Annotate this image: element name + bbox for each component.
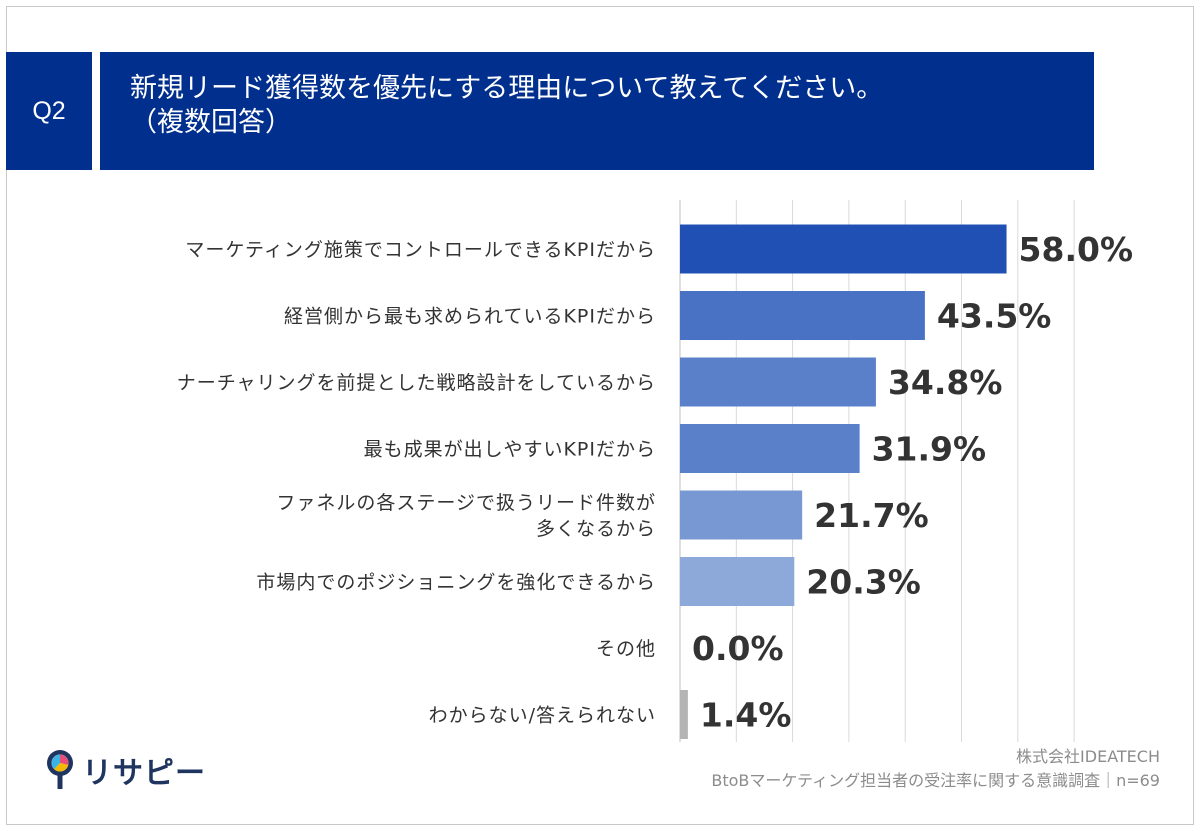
bar	[680, 224, 1007, 274]
bar	[680, 490, 803, 540]
value-label: 58.0%	[1019, 230, 1134, 269]
category-label: マーケティング施策でコントロールできるKPIだから	[185, 239, 656, 261]
footer-company: 株式会社IDEATECH	[1016, 747, 1160, 766]
question-title: 新規リード獲得数を優先にする理由について教えてください。 （複数回答）	[100, 52, 1094, 170]
bar	[680, 357, 876, 407]
value-label: 21.7%	[814, 496, 929, 535]
question-title-line2: （複数回答）	[130, 107, 292, 138]
bar	[680, 291, 925, 340]
value-label: 34.8%	[888, 363, 1003, 402]
value-label: 43.5%	[937, 297, 1052, 336]
category-label: 多くなるから	[536, 518, 656, 540]
bar	[680, 424, 860, 473]
pin-logo-icon	[47, 750, 73, 789]
category-label: 市場内でのポジショニングを強化できるから	[256, 572, 656, 594]
value-label: 0.0%	[692, 629, 784, 668]
question-number: Q2	[32, 96, 66, 125]
value-label: 20.3%	[806, 563, 921, 602]
brand-logo-text: リサピー	[82, 756, 206, 791]
question-title-line1: 新規リード獲得数を優先にする理由について教えてください。	[130, 73, 884, 104]
category-label: 最も成果が出しやすいKPIだから	[364, 439, 656, 461]
value-label: 31.9%	[872, 430, 987, 469]
footer-survey: BtoBマーケティング担当者の受注率に関する意識調査｜n=69	[711, 771, 1160, 790]
category-label: わからない/答えられない	[429, 705, 656, 727]
category-label: その他	[596, 638, 656, 660]
footer: 株式会社IDEATECH BtoBマーケティング担当者の受注率に関する意識調査｜…	[711, 745, 1160, 793]
category-label: ナーチャリングを前提とした戦略設計をしているから	[177, 372, 656, 394]
brand-logo: リサピー	[44, 748, 206, 792]
value-label: 1.4%	[700, 696, 792, 735]
category-label: 経営側から最も求められているKPIだから	[284, 306, 656, 328]
bar	[680, 690, 688, 739]
category-label: ファネルの各ステージで扱うリード件数が	[276, 492, 656, 514]
bar	[680, 557, 795, 606]
question-badge: Q2	[6, 52, 92, 170]
